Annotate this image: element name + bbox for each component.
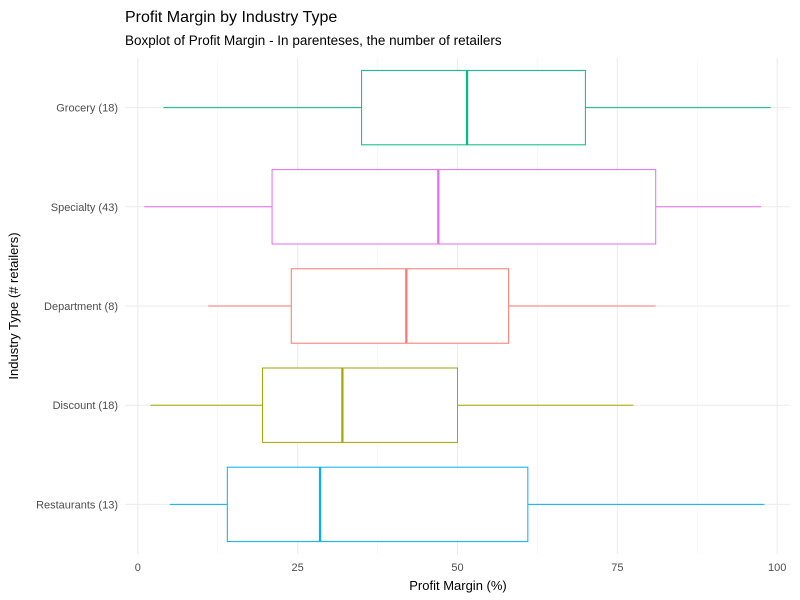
x-tick-label: 100: [768, 562, 786, 574]
y-tick-label: Discount (18): [53, 400, 118, 412]
box-restaurants: [169, 466, 765, 543]
box-specialty: [144, 169, 762, 245]
iqr-box: [290, 268, 510, 344]
box-discount: [150, 367, 634, 443]
box-grocery: [163, 69, 771, 146]
iqr-box: [361, 69, 586, 146]
x-axis-title: Profit Margin (%): [409, 578, 507, 593]
chart-subtitle: Boxplot of Profit Margin - In parenteses…: [125, 33, 502, 48]
x-tick-label: 25: [292, 562, 304, 574]
iqr-box: [261, 367, 458, 443]
y-tick-label: Restaurants (13): [36, 499, 118, 511]
x-tick-label: 50: [451, 562, 463, 574]
y-tick-label: Grocery (18): [56, 103, 118, 115]
x-tick-label: 0: [135, 562, 141, 574]
x-tick-label: 75: [611, 562, 623, 574]
y-tick-label: Specialty (43): [51, 202, 118, 214]
box-department: [208, 268, 656, 344]
x-tick-labels: 0 25 50 75 100: [135, 562, 787, 574]
iqr-box: [271, 169, 657, 245]
y-tick-label: Department (8): [44, 301, 118, 313]
iqr-box: [226, 466, 529, 543]
y-tick-labels: Grocery (18) Specialty (43) Department (8)…: [36, 103, 118, 512]
boxes: [144, 69, 771, 543]
chart-title: Profit Margin by Industry Type: [125, 9, 337, 26]
y-axis-title: Industry Type (# retailers): [6, 232, 21, 379]
